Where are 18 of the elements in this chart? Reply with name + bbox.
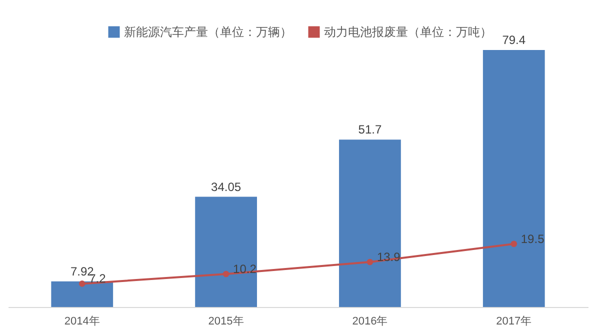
data-label: 79.4 (502, 33, 526, 47)
bar (195, 196, 257, 307)
point (78, 280, 86, 287)
bar (51, 281, 114, 307)
data-label: 19.5 (520, 232, 545, 246)
legend-label: 新能源汽车产量（单位：万辆） (124, 25, 292, 39)
x-tick-label: 2016年 (352, 316, 388, 328)
data-label: 51.7 (358, 122, 382, 137)
x-tick-label: 2015年 (208, 316, 244, 328)
x-tick-label: 2014年 (64, 316, 100, 328)
point (510, 240, 518, 248)
legend-label: 动力电池报废量（单位：万吨） (324, 25, 492, 39)
point (366, 258, 374, 266)
data-label: 34.05 (211, 180, 242, 194)
bar (339, 140, 401, 307)
bar (482, 50, 545, 307)
x-tick-label: 2017年 (496, 316, 532, 328)
point (222, 270, 230, 278)
